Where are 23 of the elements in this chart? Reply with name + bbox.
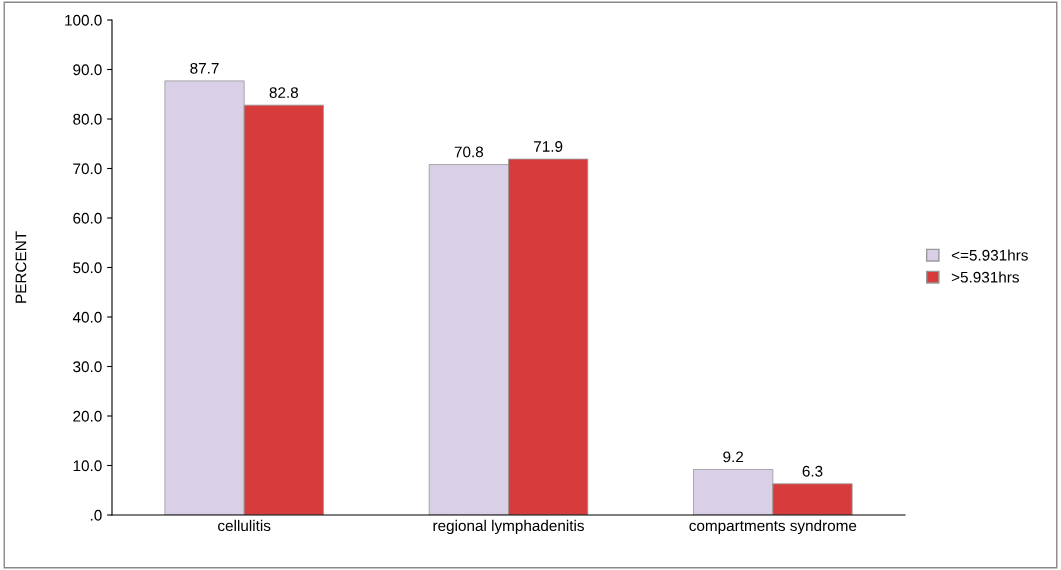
y-tick-label: 50.0 — [73, 262, 102, 274]
data-label: 82.8 — [269, 87, 299, 98]
y-axis-title: PERCENT — [15, 231, 27, 303]
data-label: 87.7 — [190, 62, 219, 74]
y-tick-label: 90.0 — [73, 64, 102, 76]
legend-label: >5.931hrs — [951, 271, 1019, 283]
y-tick-label: 40.0 — [72, 311, 102, 323]
y-tick-label: 80.0 — [73, 113, 102, 125]
data-label: 9.2 — [723, 451, 744, 463]
x-tick-label: regional lymphadenitis — [433, 519, 584, 535]
y-tick-label: 20.0 — [73, 410, 102, 422]
data-label: 70.8 — [454, 146, 484, 158]
y-tick-label: 70.0 — [73, 163, 102, 175]
data-label: 6.3 — [802, 465, 823, 477]
data-label: 71.9 — [534, 141, 563, 152]
y-tick-label: 10.0 — [73, 460, 102, 472]
y-tick-label: 100.0 — [65, 14, 102, 26]
y-tick-label: 60.0 — [73, 212, 102, 224]
y-tick-label: .0 — [90, 509, 102, 521]
x-tick-label: compartments syndrome — [689, 519, 857, 535]
x-tick-label: cellulitis — [218, 519, 271, 532]
y-tick-label: 30.0 — [73, 361, 102, 373]
legend-label: <=5.931hrs — [951, 249, 1028, 261]
